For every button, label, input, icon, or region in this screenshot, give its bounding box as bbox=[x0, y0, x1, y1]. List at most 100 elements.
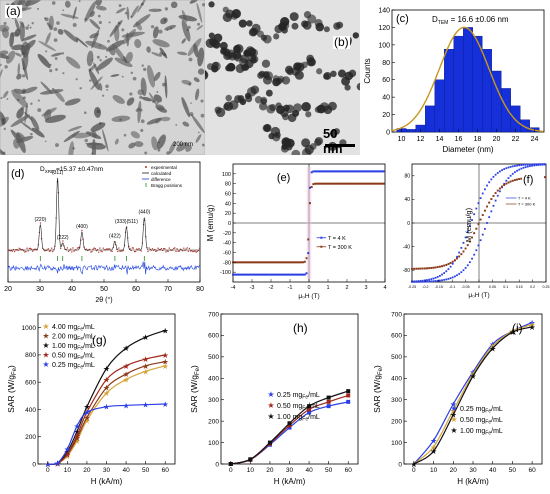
sar-i-ytick-label: 400 bbox=[391, 376, 402, 383]
tem-a-aggregate bbox=[95, 0, 103, 6]
xrd-exp-point bbox=[22, 250, 25, 252]
sar-h-point bbox=[346, 399, 351, 404]
sar-h-ytick-label: 500 bbox=[208, 354, 219, 361]
sar-h-point bbox=[248, 457, 253, 462]
tem-a-speck bbox=[187, 25, 191, 29]
tem-a-aggregate bbox=[86, 50, 94, 67]
scale-bar-a: 200 nm bbox=[173, 142, 194, 148]
hyst-f-point bbox=[438, 274, 441, 277]
sar-h-xtick-label: 50 bbox=[325, 467, 333, 474]
hyst-f-point bbox=[434, 276, 437, 279]
hyst-e-point bbox=[300, 261, 303, 264]
xrd-exp-point bbox=[18, 247, 20, 249]
tem-b-particle bbox=[315, 22, 325, 32]
tem-a-speck bbox=[53, 27, 58, 32]
hyst-e-point bbox=[271, 261, 274, 264]
tem-a-speck bbox=[156, 90, 159, 93]
sar-g-xlabel: H (kA/m) bbox=[91, 477, 123, 486]
hyst-e-point bbox=[235, 261, 238, 264]
xrd-exp-point bbox=[156, 250, 158, 252]
hyst-e-point bbox=[237, 261, 240, 264]
sar-g-point: ★ bbox=[142, 333, 149, 342]
xrd-exp-point bbox=[196, 250, 198, 253]
hist-annotation-rest: = 16.6 ±0.06 nm bbox=[448, 15, 509, 24]
tem-a-speck bbox=[84, 18, 87, 21]
xrd-exp-point bbox=[166, 250, 168, 252]
sar-legend-main: 1.00 mg bbox=[52, 343, 77, 350]
tem-a-speck bbox=[108, 21, 111, 24]
hyst-e-point bbox=[303, 273, 306, 276]
sar-i-curve bbox=[413, 324, 533, 465]
tem-a-aggregate bbox=[41, 107, 57, 117]
xrd-exp-point bbox=[70, 248, 72, 250]
tem-a-speck bbox=[45, 50, 48, 53]
sar-i-point: ★ bbox=[529, 319, 536, 328]
sar-legend-main: 0.50 mg bbox=[52, 353, 77, 360]
hyst-e-point bbox=[255, 273, 258, 276]
hist-xtick-label: 12 bbox=[417, 136, 425, 143]
hyst-e-point bbox=[322, 182, 325, 185]
hyst-e-ytick-label: -80 bbox=[223, 260, 231, 266]
xrd-exp-point bbox=[164, 248, 166, 250]
sar-g-point: ★ bbox=[44, 460, 51, 469]
tem-a-aggregate bbox=[16, 108, 24, 119]
hyst-f-point bbox=[464, 236, 467, 239]
hyst-f-point bbox=[483, 188, 486, 191]
hyst-e-point bbox=[322, 170, 325, 173]
hyst-f-xtick-label: 0.25 bbox=[543, 285, 550, 289]
hyst-f-point bbox=[499, 190, 501, 193]
tem-a-aggregate bbox=[93, 62, 100, 75]
tem-a-speck bbox=[88, 79, 92, 82]
tem-image-low-mag: (a) 200 nm bbox=[0, 0, 205, 155]
tem-a-speck bbox=[200, 113, 205, 118]
xrd-exp-point bbox=[178, 250, 181, 252]
sar-g-point: ★ bbox=[64, 450, 71, 459]
tem-b-particle bbox=[289, 12, 299, 22]
hyst-e-point bbox=[255, 261, 258, 264]
hyst-f-ytick-label: -40 bbox=[403, 244, 410, 250]
sar-g-point: ★ bbox=[54, 459, 61, 468]
hyst-f-point bbox=[428, 267, 431, 270]
tem-a-speck bbox=[3, 127, 6, 131]
tem-a-speck bbox=[96, 55, 100, 59]
hyst-f-point bbox=[443, 272, 446, 274]
sar-legend-tail: /mL bbox=[83, 343, 95, 350]
sar-h-ytick-label: 0 bbox=[215, 461, 219, 468]
sar-h-legend-label: 1.00 mgFe/mL bbox=[277, 414, 320, 423]
xrd-xtick-label: 30 bbox=[36, 286, 44, 293]
hyst-e-point bbox=[247, 261, 250, 264]
tem-b-particle bbox=[276, 105, 285, 115]
hyst-f-point bbox=[460, 271, 463, 274]
hyst-e-point bbox=[336, 182, 339, 185]
tem-a-aggregate bbox=[125, 51, 133, 63]
tem-b-particle bbox=[246, 87, 257, 97]
tem-b-particle bbox=[211, 61, 221, 71]
hyst-f-point bbox=[505, 182, 508, 185]
hyst-e-point bbox=[332, 170, 335, 173]
hyst-e-point bbox=[355, 170, 358, 173]
tem-a-aggregate bbox=[102, 128, 109, 152]
hyst-e-point bbox=[298, 273, 301, 276]
hyst-f-point bbox=[438, 279, 441, 282]
hyst-e-point bbox=[365, 170, 368, 173]
xrd-exp-point bbox=[177, 250, 179, 253]
hyst-f-point bbox=[423, 279, 426, 282]
tem-b-particle bbox=[228, 63, 236, 71]
tem-a-aggregate bbox=[1, 27, 9, 39]
tem-a-aggregate bbox=[10, 32, 19, 37]
tem-b-particle bbox=[254, 96, 263, 104]
xrd-exp-point bbox=[193, 250, 195, 253]
sar-i-legend-marker: ★ bbox=[450, 426, 457, 435]
hyst-e-point bbox=[367, 182, 370, 185]
hyst-f-point bbox=[479, 239, 482, 242]
xrd-exp-point bbox=[90, 251, 92, 253]
xrd-exp-point bbox=[174, 247, 176, 249]
tem-a-aggregate bbox=[90, 76, 103, 90]
tem-b-particle bbox=[277, 75, 285, 83]
tem-b-particle bbox=[260, 34, 267, 41]
hyst-e-xtick-label: -2 bbox=[269, 285, 274, 291]
tem-a-speck bbox=[169, 27, 172, 30]
hyst-f-point bbox=[544, 163, 546, 166]
tem-a-aggregate bbox=[126, 97, 135, 106]
sar-i-point: ★ bbox=[430, 443, 437, 452]
